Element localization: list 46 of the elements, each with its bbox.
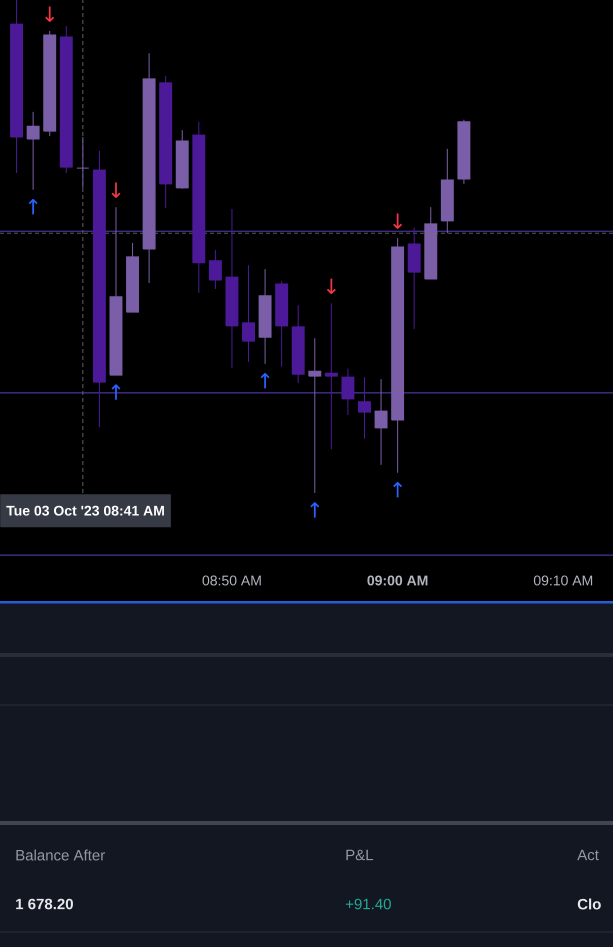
annotation: ↓ <box>393 214 402 229</box>
ref-line-label: Tue 03 Oct '23 08:41 AM <box>6 506 164 516</box>
candlestick <box>391 238 404 474</box>
text: Act <box>577 850 599 860</box>
candlestick <box>142 52 156 284</box>
candlestick <box>457 119 470 184</box>
candlestick <box>341 368 354 416</box>
candlestick <box>43 30 56 137</box>
candlestick <box>408 227 421 330</box>
text: P&L <box>346 850 374 860</box>
text: +91.40 <box>346 898 391 910</box>
candlestick <box>192 121 206 294</box>
annotation: ↑ <box>260 373 270 388</box>
candlestick <box>440 148 454 234</box>
candlestick <box>126 242 140 313</box>
x-tick-label: 09:00 AM <box>367 576 428 586</box>
candlestick <box>208 249 222 290</box>
candlestick <box>292 304 305 384</box>
x-tick-label: 08:50 AM <box>202 576 261 586</box>
candlestick <box>10 0 24 174</box>
candlestick <box>242 264 255 362</box>
candlestick <box>176 130 189 190</box>
text: Clo <box>578 898 601 910</box>
candlestick <box>110 206 122 376</box>
candlestick <box>258 268 272 364</box>
candlestick <box>225 208 238 368</box>
candlestick <box>159 75 172 209</box>
candlestick <box>275 280 288 368</box>
annotation: ↑ <box>393 482 402 498</box>
annotation: ↑ <box>28 199 38 214</box>
candlestick <box>60 26 73 174</box>
text: 1 678.20 <box>16 898 73 910</box>
annotation: ↑ <box>310 502 320 518</box>
annotation: ↓ <box>111 182 120 198</box>
candlestick <box>358 376 371 440</box>
candlestick <box>76 136 90 188</box>
candlestick <box>324 302 338 450</box>
x-tick-label: 09:10 AM <box>534 576 592 586</box>
candlestick <box>374 378 388 466</box>
candlestick <box>92 150 106 428</box>
candlestick <box>424 206 438 280</box>
annotation: ↓ <box>326 278 336 294</box>
text: Balance After <box>16 850 105 861</box>
candlestick <box>26 111 40 190</box>
annotation: ↓ <box>45 6 54 22</box>
candlestick <box>308 338 322 494</box>
